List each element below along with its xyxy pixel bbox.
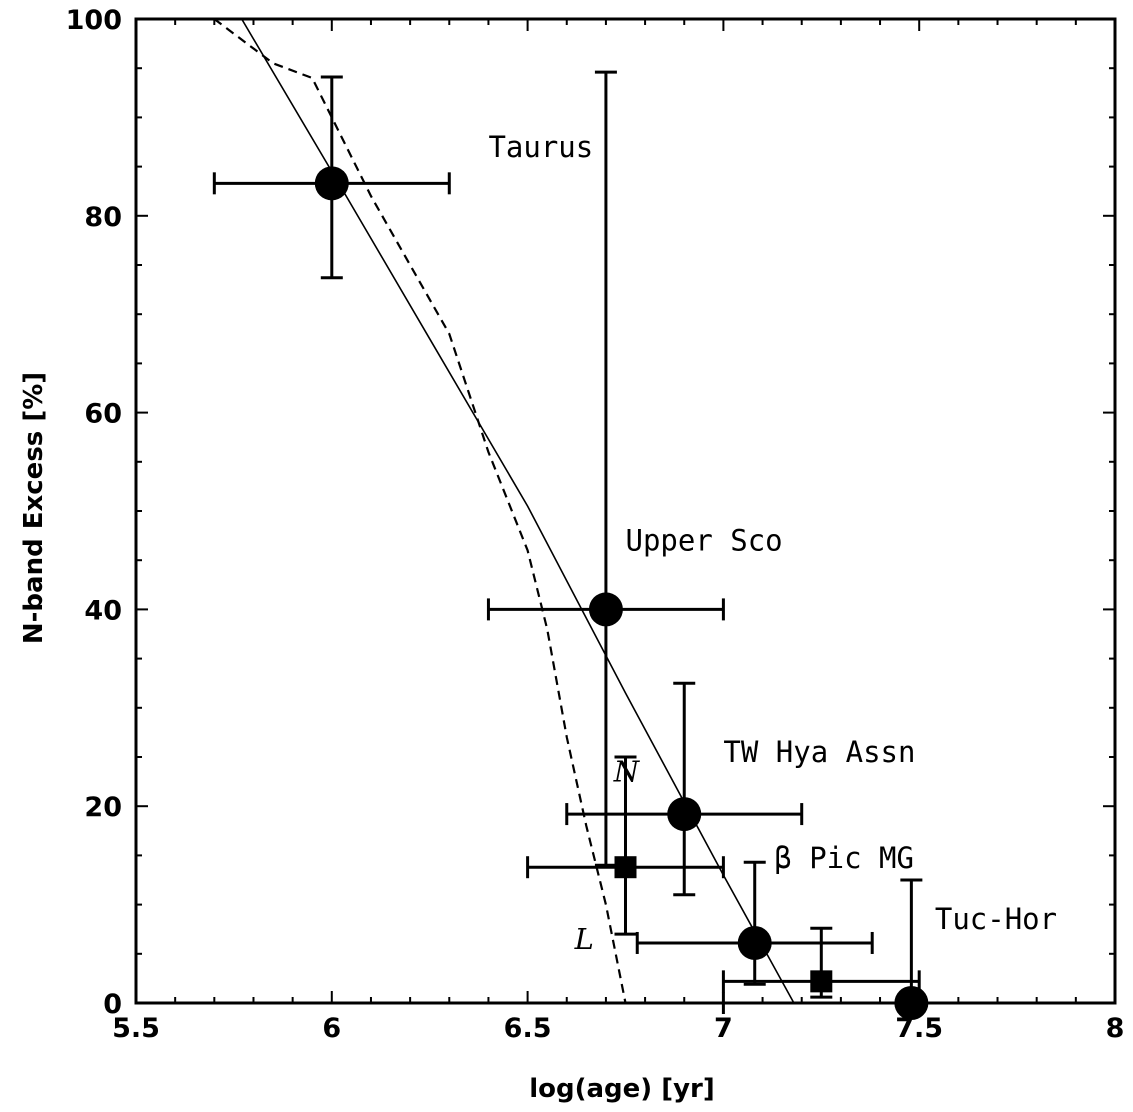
annotation-label: Taurus: [488, 130, 593, 164]
y-tick-label: 60: [84, 399, 122, 430]
annotation-label: Tuc-Hor: [935, 902, 1057, 936]
x-tick-label: 7.5: [895, 1013, 943, 1044]
data-markers: [314, 166, 929, 1020]
data-point-square: [810, 970, 833, 993]
y-axis-title: N-band Excess [%]: [19, 372, 49, 644]
x-tick-label: 8: [1106, 1013, 1125, 1044]
annotations: Taurus Upper Sco TW Hya Assn β Pic MG Tuc-Ho…: [488, 130, 1057, 956]
annotation-label: N: [613, 755, 641, 789]
model-curves: [213, 19, 795, 1003]
plot-frame: [134, 17, 1117, 1005]
x-tick-label: 6.5: [504, 1013, 552, 1044]
data-point-square: [614, 856, 637, 879]
x-tick-label: 7: [714, 1013, 733, 1044]
dashed-model-curve: [213, 19, 627, 1003]
solid-model-curve: [241, 19, 795, 1003]
y-tick-label: 40: [84, 595, 122, 626]
annotation-label: β Pic MG: [774, 841, 914, 875]
y-tick-label: 100: [66, 5, 122, 36]
y-tick-label: 20: [84, 792, 122, 823]
y-tick-label: 80: [84, 202, 122, 233]
data-point-circle: [894, 986, 929, 1020]
data-point-circle: [737, 925, 772, 960]
x-tick-label: 6: [322, 1013, 341, 1044]
data-point-circle: [314, 166, 349, 201]
error-bars: [212, 70, 923, 1014]
annotation-label: TW Hya Assn: [723, 735, 915, 769]
annotation-label: Upper Sco: [626, 523, 783, 557]
data-point-circle: [667, 797, 702, 832]
annotation-label: L: [574, 922, 594, 956]
x-tick-label: 5.5: [112, 1013, 160, 1044]
data-point-circle: [588, 592, 623, 627]
x-axis-title: log(age) [yr]: [529, 1074, 715, 1104]
y-tick-label: 0: [103, 989, 122, 1020]
